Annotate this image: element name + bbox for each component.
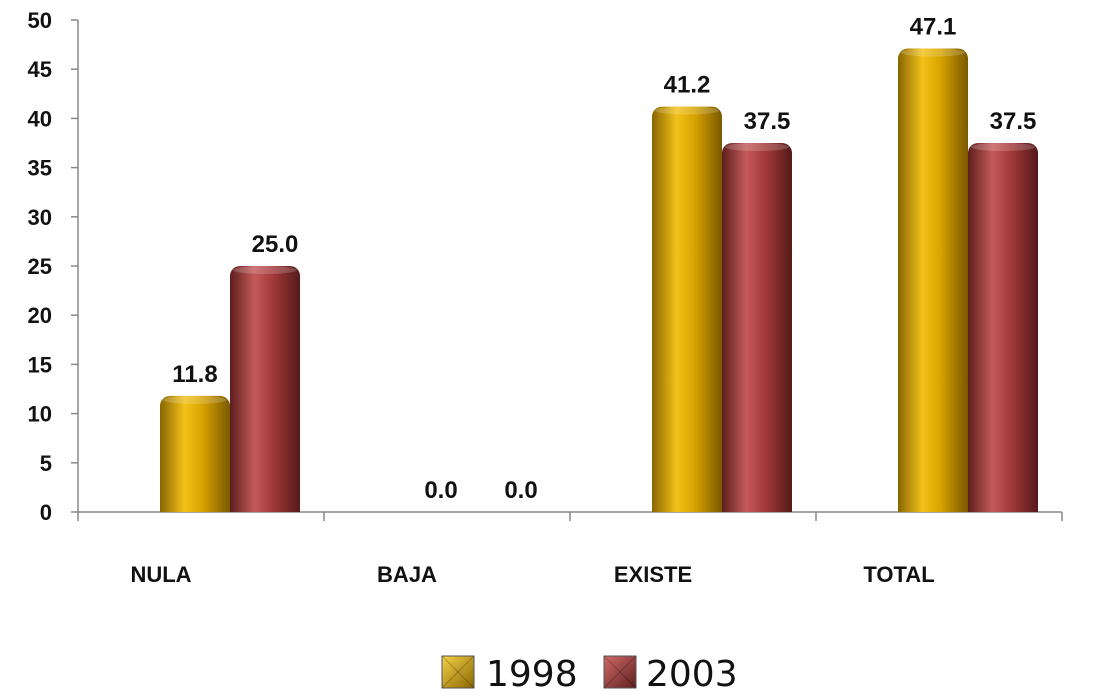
bar-2003-existe — [722, 143, 792, 512]
bar-cap — [233, 266, 297, 274]
bar-cap — [725, 143, 789, 151]
y-tick-label: 0 — [40, 500, 52, 525]
y-tick-label: 5 — [40, 451, 52, 476]
legend-swatch-bevel — [603, 655, 637, 689]
legend-swatch-bevel — [441, 655, 475, 689]
bar-2003-total — [968, 143, 1038, 512]
bar-cap — [971, 143, 1035, 151]
bar-1998-existe — [652, 106, 722, 512]
bar-base — [160, 502, 230, 512]
data-label: 25.0 — [252, 231, 299, 258]
bar-cap — [901, 48, 965, 57]
bar-1998-nula — [160, 395, 230, 512]
bar-cap — [655, 106, 719, 115]
bar-base — [722, 502, 792, 512]
y-tick-label: 10 — [28, 402, 52, 427]
y-tick-label: 50 — [28, 8, 52, 33]
data-label: 37.5 — [744, 108, 791, 135]
legend: 1998 2003 — [441, 654, 738, 695]
legend-label-1998: 1998 — [486, 654, 578, 695]
legend-swatch-1998 — [441, 655, 475, 689]
x-tick-label: EXISTE — [614, 562, 692, 587]
y-tick-label: 25 — [28, 254, 52, 279]
bar-2003-nula — [230, 266, 300, 512]
bar-cap — [163, 395, 227, 404]
data-label: 11.8 — [172, 361, 217, 388]
bar-base — [652, 502, 722, 512]
y-tick-label: 40 — [28, 106, 52, 131]
data-label: 41.2 — [664, 72, 711, 99]
x-tick-label: NULA — [130, 562, 191, 587]
x-tick-label: TOTAL — [863, 562, 934, 587]
data-labels: 11.8 25.0 0.0 0.0 41.2 37.5 47.1 37.5 — [172, 14, 1036, 504]
bar-1998-total — [898, 48, 968, 512]
bar-base — [230, 502, 300, 512]
data-label: 0.0 — [504, 477, 537, 504]
data-label: 47.1 — [910, 14, 957, 41]
data-label: 37.5 — [990, 108, 1037, 135]
y-tick-label: 45 — [28, 57, 52, 82]
bar-base — [968, 502, 1038, 512]
y-tick-label: 30 — [28, 205, 52, 230]
x-tick-label: BAJA — [377, 562, 437, 587]
legend-label-2003: 2003 — [646, 654, 738, 695]
bars — [160, 48, 1038, 512]
legend-swatch-2003 — [603, 655, 637, 689]
y-tick-label: 20 — [28, 303, 52, 328]
bar-base — [898, 502, 968, 512]
data-label: 0.0 — [424, 477, 457, 504]
legend-swatch-bevel — [603, 655, 637, 689]
legend-swatch-bevel — [441, 655, 475, 689]
axes: 0 5 10 15 20 25 30 35 40 45 50 NULA BAJA EXISTE TOTAL — [28, 8, 1063, 587]
y-tick-label: 35 — [28, 156, 52, 181]
y-tick-label: 15 — [28, 352, 52, 377]
